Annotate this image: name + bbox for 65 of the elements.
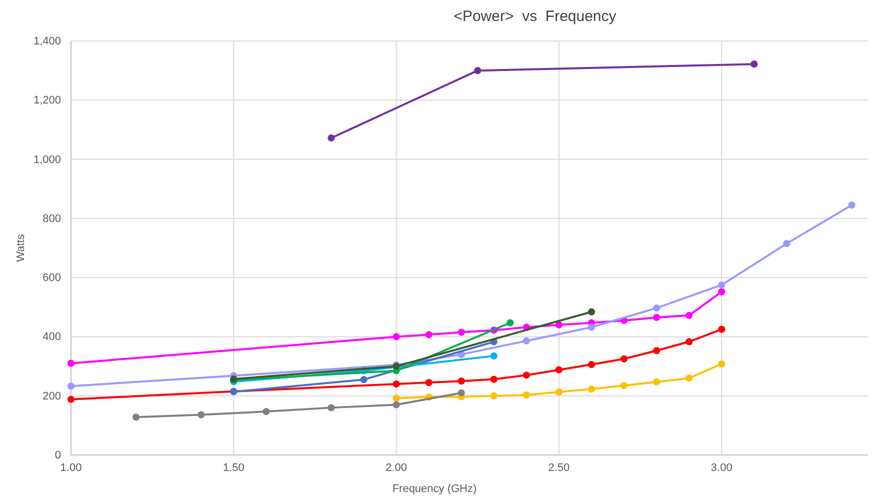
point — [458, 378, 465, 385]
point — [490, 352, 498, 360]
point — [555, 366, 563, 374]
point — [620, 382, 628, 390]
y-tick-label: 800 — [42, 212, 61, 225]
y-tick-label: 0 — [54, 450, 61, 462]
x-tick-label: 1.50 — [222, 462, 244, 474]
point — [652, 304, 660, 312]
y-axis-title: Watts — [15, 234, 27, 262]
point — [750, 60, 758, 68]
point — [718, 326, 726, 333]
point — [262, 408, 270, 416]
point — [474, 67, 482, 74]
x-tick-label: 1.00 — [60, 462, 82, 474]
point — [67, 396, 75, 403]
point — [490, 392, 498, 400]
point — [848, 202, 856, 209]
point — [425, 378, 432, 386]
point — [555, 321, 563, 328]
point — [490, 376, 498, 383]
x-axis-title: Frequency (GHz) — [392, 483, 477, 495]
point — [392, 333, 400, 340]
point — [652, 378, 660, 386]
point — [686, 338, 693, 346]
y-tick-label: 1,000 — [33, 154, 61, 166]
point — [67, 360, 75, 367]
y-tick-label: 1,200 — [33, 94, 61, 107]
point — [620, 355, 628, 362]
point — [392, 401, 400, 408]
y-tick-label: 600 — [42, 272, 61, 284]
point — [555, 388, 563, 396]
point — [522, 372, 530, 379]
point — [198, 411, 205, 418]
point — [522, 391, 530, 399]
point — [328, 134, 335, 142]
point — [458, 389, 465, 396]
y-tick-label: 1,400 — [33, 36, 61, 48]
point — [718, 360, 726, 368]
point — [652, 314, 660, 322]
point — [652, 347, 660, 354]
point — [588, 308, 596, 316]
point — [718, 288, 726, 296]
point — [458, 328, 465, 336]
x-tick-label: 2.00 — [386, 462, 408, 474]
x-tick-label: 2.50 — [548, 462, 570, 474]
point — [506, 319, 514, 326]
point — [132, 414, 140, 421]
point — [718, 281, 726, 289]
x-tick-label: 3.00 — [710, 462, 732, 474]
point — [392, 394, 400, 402]
point — [686, 374, 693, 382]
chart-title: <Power> vs Frequency — [454, 8, 617, 25]
point — [783, 240, 790, 248]
point — [328, 404, 335, 412]
point — [686, 312, 693, 319]
point — [360, 376, 368, 384]
point — [588, 324, 596, 331]
point — [522, 337, 530, 344]
y-tick-label: 200 — [42, 390, 61, 402]
point — [425, 331, 432, 338]
point — [67, 382, 75, 390]
point — [588, 360, 596, 368]
point — [392, 380, 400, 388]
y-tick-label: 400 — [42, 331, 61, 344]
point — [588, 385, 596, 393]
